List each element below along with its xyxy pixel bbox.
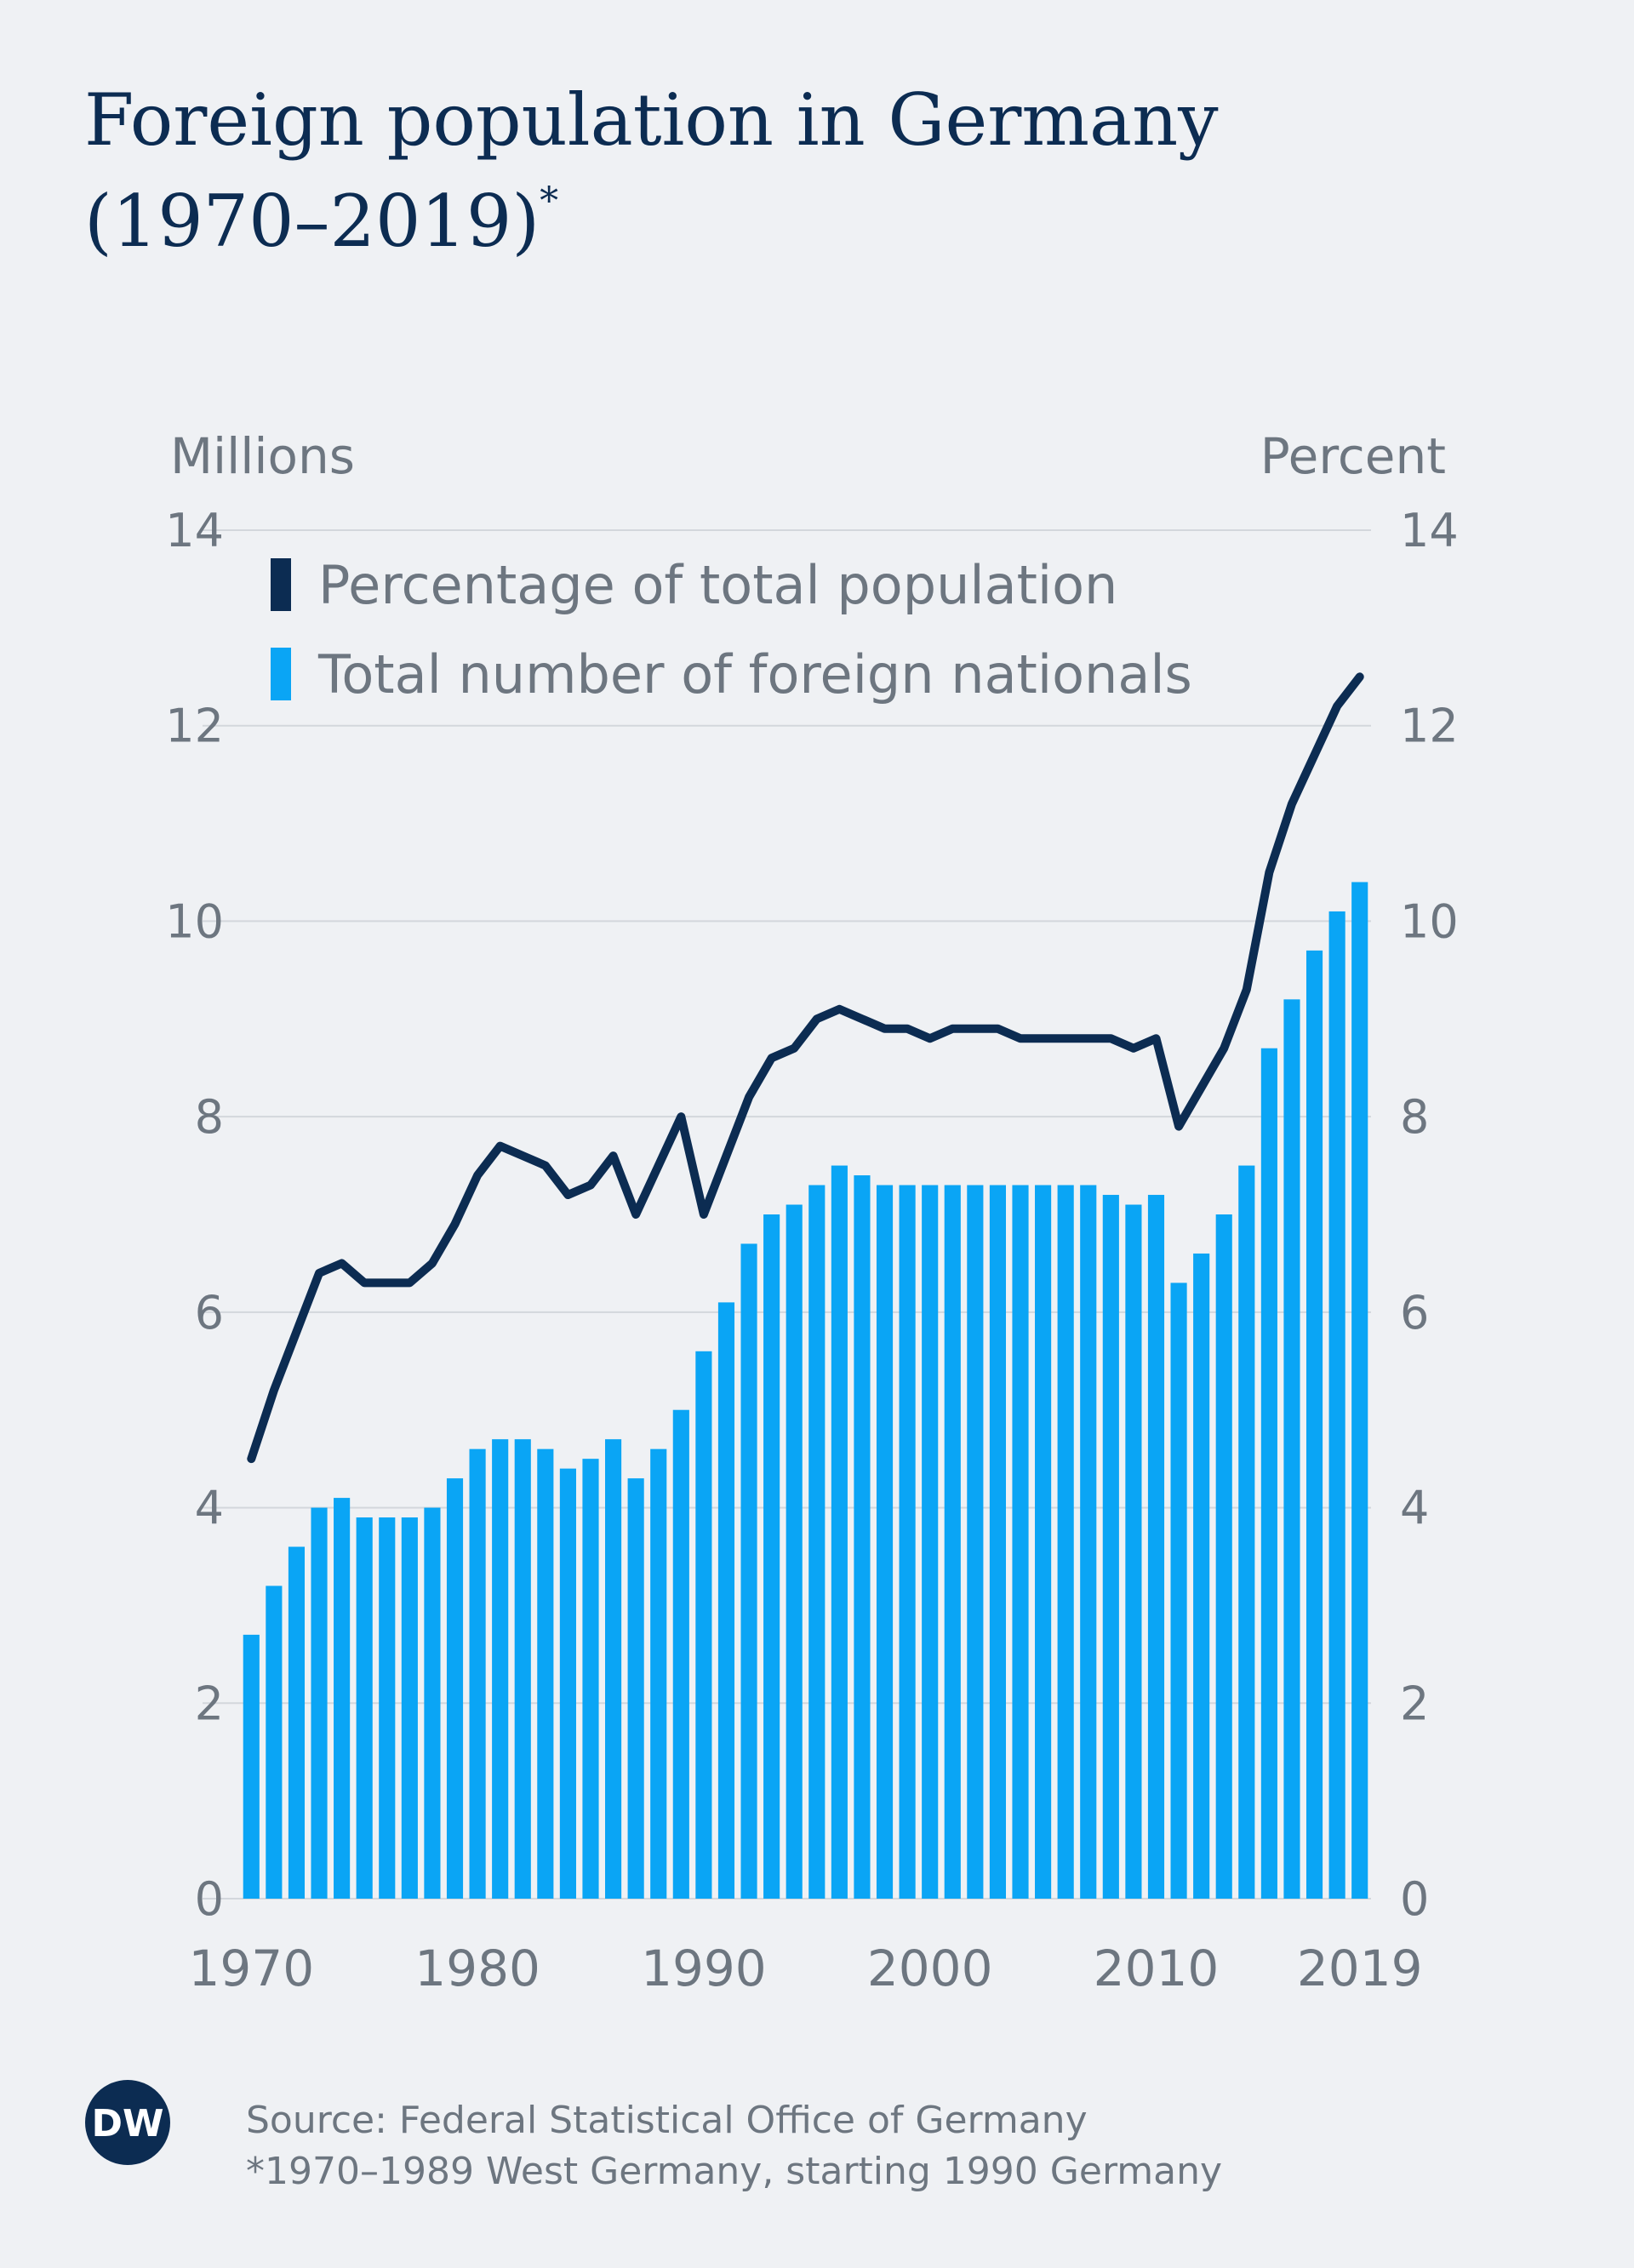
y2-tick-label: 4 (1400, 1482, 1429, 1535)
title-years: (1970–2019) (84, 180, 540, 263)
line (247, 672, 1364, 1464)
bar (582, 1459, 599, 1899)
bar (356, 1517, 373, 1899)
y-tick-label: 8 (195, 1090, 224, 1144)
bar (379, 1517, 396, 1899)
bar (1035, 1185, 1052, 1899)
y-tick-label: 14 (165, 504, 224, 557)
bar (266, 1585, 283, 1899)
bar (763, 1214, 780, 1899)
bar (446, 1478, 464, 1899)
bar (559, 1468, 576, 1899)
logo: DW (91, 2102, 163, 2145)
bar (899, 1185, 916, 1899)
bar (401, 1517, 418, 1899)
y-tick-label: 6 (195, 1286, 224, 1340)
bar (831, 1165, 848, 1899)
bar (514, 1439, 531, 1899)
legend-label: Percentage of total population (318, 554, 1117, 616)
bar (650, 1448, 667, 1899)
bar (1102, 1195, 1119, 1899)
bar (1080, 1185, 1097, 1899)
x-tick-label: 1990 (641, 1940, 767, 1997)
x-tick-label: 2010 (1094, 1940, 1220, 1997)
legend-marker (271, 558, 291, 611)
y2-tick-label: 2 (1400, 1677, 1429, 1730)
bar (717, 1302, 735, 1899)
y2-tick-label: 10 (1400, 894, 1459, 948)
y-tick-label: 0 (195, 1872, 224, 1926)
bar (808, 1185, 826, 1899)
bar (311, 1507, 328, 1899)
chart-title: (1970–2019)* (84, 180, 558, 263)
y2-tick-label: 12 (1400, 700, 1459, 753)
bar (740, 1243, 757, 1899)
logo-badge (85, 2080, 170, 2165)
bar (243, 1634, 260, 1899)
y2-tick-label: 14 (1400, 504, 1459, 557)
bar (424, 1507, 441, 1899)
bar (672, 1409, 689, 1899)
y-axis-label: Millions (170, 427, 355, 485)
chart-title: Foreign population in Germany (84, 78, 1219, 162)
bar (876, 1185, 894, 1899)
y2-tick-label: 8 (1400, 1090, 1429, 1144)
bar (1147, 1195, 1165, 1899)
y2-tick-label: 0 (1400, 1872, 1429, 1926)
bar (537, 1448, 554, 1899)
x-tick-label: 1980 (414, 1940, 540, 1997)
bar (989, 1185, 1006, 1899)
bar (1012, 1185, 1029, 1899)
bar (1283, 999, 1300, 1899)
bar (1193, 1253, 1210, 1899)
bar (1170, 1283, 1187, 1899)
bar (786, 1204, 803, 1899)
bar (1215, 1214, 1232, 1899)
bar (288, 1546, 306, 1899)
bar (1305, 950, 1323, 1899)
legend-marker (271, 648, 291, 700)
bar (334, 1498, 351, 1899)
bar (1238, 1165, 1255, 1899)
x-tick-label: 1970 (188, 1940, 314, 1997)
title-note: * (540, 180, 558, 223)
legend-label: Total number of foreign nationals (317, 643, 1192, 706)
bar (1328, 911, 1345, 1899)
y2-tick-label: 6 (1400, 1286, 1429, 1340)
bar (469, 1448, 486, 1899)
bar (1125, 1204, 1142, 1899)
bar (492, 1439, 509, 1899)
y-tick-label: 10 (165, 894, 224, 948)
bar (854, 1175, 871, 1899)
y-tick-label: 4 (195, 1482, 224, 1535)
source: Source: Federal Statistical Office of Ge… (246, 2099, 1088, 2142)
bar (627, 1478, 644, 1899)
x-tick-label: 2000 (867, 1940, 993, 1997)
bar (1057, 1185, 1074, 1899)
y2-axis-label: Percent (1260, 427, 1446, 485)
bar (605, 1439, 622, 1899)
bar (695, 1351, 712, 1899)
bar (944, 1185, 961, 1899)
y-tick-label: 12 (165, 700, 224, 753)
bar (922, 1185, 939, 1899)
bar (1351, 882, 1368, 1899)
bar (967, 1185, 984, 1899)
y-tick-label: 2 (195, 1677, 224, 1730)
footnote: *1970–1989 West Germany, starting 1990 G… (246, 2150, 1222, 2193)
bar (1260, 1048, 1277, 1899)
x-tick-label: 2019 (1297, 1940, 1423, 1997)
